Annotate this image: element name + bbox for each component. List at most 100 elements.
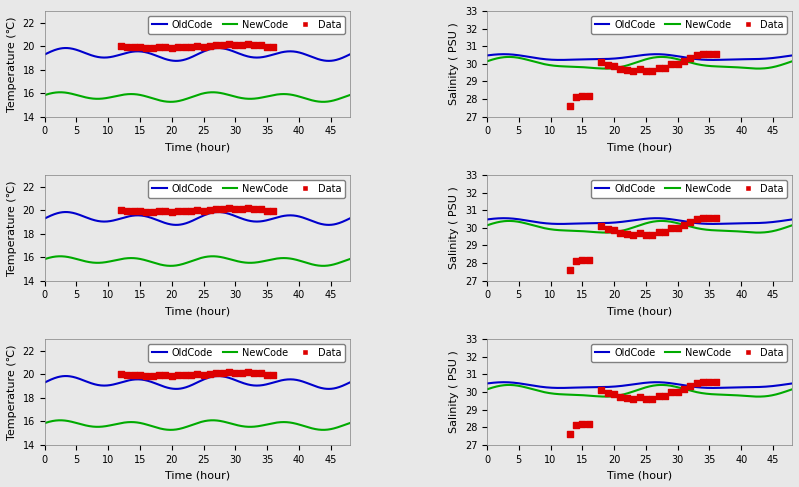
Point [658,228,671,236]
Point [127,207,140,215]
Point [146,208,159,216]
Point [114,370,127,378]
Point [576,256,589,263]
Point [595,58,608,66]
Point [582,93,595,100]
Point [710,50,722,57]
Point [602,390,614,397]
Point [652,64,665,72]
Point [223,369,236,376]
Point [153,207,165,215]
Point [582,257,595,264]
Point [665,225,678,232]
Point [121,371,133,379]
Legend: OldCode, NewCode, Data: OldCode, NewCode, Data [149,180,345,198]
Y-axis label: Temperature (℃): Temperature (℃) [7,180,17,276]
Point [652,392,665,399]
Point [204,371,217,378]
Point [178,372,191,379]
Point [646,395,658,403]
Point [185,371,197,379]
Point [570,258,582,265]
Point [563,266,576,274]
Point [140,44,153,52]
Point [236,370,248,377]
Point [153,43,165,51]
X-axis label: Time (hour): Time (hour) [607,142,672,152]
Point [140,208,153,216]
Point [621,66,634,74]
Point [703,214,716,222]
Point [159,43,172,51]
Point [217,41,229,49]
Point [697,378,710,386]
Point [267,43,280,51]
Point [626,231,639,239]
Point [710,214,722,222]
Point [665,60,678,68]
Point [197,207,210,215]
X-axis label: Time (hour): Time (hour) [607,306,672,316]
Point [633,229,646,237]
Point [614,65,627,73]
Point [210,41,223,49]
Point [254,41,267,49]
Point [576,92,589,99]
Point [191,206,204,214]
Y-axis label: Temperature (℃): Temperature (℃) [7,344,17,440]
Point [178,207,191,215]
X-axis label: Time (hour): Time (hour) [165,142,230,152]
Point [217,370,229,377]
Point [678,385,690,393]
Point [236,206,248,213]
Legend: OldCode, NewCode, Data: OldCode, NewCode, Data [149,344,345,362]
Point [614,393,627,401]
Point [671,60,684,68]
Point [140,372,153,380]
Point [165,44,178,52]
Point [621,394,634,402]
Point [121,43,133,51]
Point [121,207,133,215]
Point [595,222,608,230]
Point [658,64,671,72]
Point [608,62,621,70]
Point [229,369,242,377]
Point [172,43,185,51]
Point [690,215,703,223]
Point [671,224,684,232]
Point [684,54,697,61]
Point [191,370,204,378]
Point [690,379,703,387]
Point [614,229,627,237]
Point [197,371,210,379]
Point [241,368,254,376]
Legend: OldCode, NewCode, Data: OldCode, NewCode, Data [590,180,787,198]
Y-axis label: Salinity ( PSU ): Salinity ( PSU ) [449,187,459,269]
Point [260,206,273,214]
Point [191,42,204,50]
Point [639,395,652,403]
Point [621,230,634,238]
Point [114,42,127,50]
Point [652,228,665,236]
Point [697,214,710,222]
Point [248,369,260,377]
Point [646,67,658,75]
Point [697,50,710,58]
Point [210,206,223,213]
Point [146,44,159,52]
Point [703,378,716,386]
Point [254,370,267,377]
Point [217,206,229,213]
Point [223,205,236,212]
Point [646,231,658,239]
Point [703,50,716,57]
Point [248,41,260,49]
Point [267,206,280,214]
Point [185,207,197,215]
Point [114,206,127,214]
Point [241,204,254,212]
Point [204,42,217,50]
Point [633,65,646,73]
